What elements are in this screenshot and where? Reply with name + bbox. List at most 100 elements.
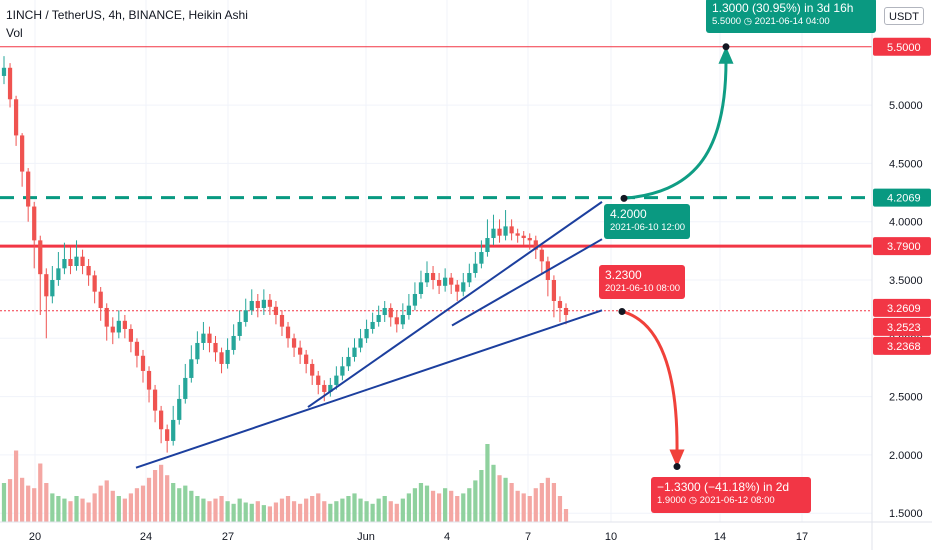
volume-bar [237,498,242,522]
volume-bar [545,477,550,522]
candle-body [183,377,188,399]
candle-body [32,206,37,241]
trendline [451,238,603,327]
candle-body [467,273,472,283]
candle-body [165,429,170,441]
candle-body [50,280,55,297]
up-forecast-arrow [623,60,728,200]
candle-body [213,342,218,353]
volume-bar [261,505,266,522]
price-label-text: 3.2609 [887,303,921,315]
y-tick-label: 1.5000 [889,508,923,520]
candle-body [322,384,327,392]
x-tick-label: 27 [222,531,234,543]
candle-body [297,347,303,355]
entry-price: 4.2000 [610,207,647,221]
candle-body [328,384,333,392]
volume-bar [56,496,61,522]
volume-bar [134,488,140,522]
price-label-text: 4.2069 [887,193,921,205]
candle-body [533,240,538,250]
candle-body [26,171,31,207]
price-label-bg [873,336,931,355]
candle-body [74,256,79,267]
volume-bar [273,502,279,522]
candle-body [430,273,436,280]
volume-bar [400,498,405,522]
x-tick-label: 7 [525,531,531,543]
volume-bar [297,503,303,522]
x-tick-label: Jun [357,531,375,543]
volume-bar [225,501,230,522]
volume-bar [346,496,351,522]
volume-bar [177,488,182,522]
volume-bar [13,450,19,522]
volume-bar [322,501,327,522]
y-tick-label: 2.0000 [889,450,923,462]
candle-body [334,375,339,385]
candle-body [515,233,520,236]
volume-bar [171,483,176,522]
candle-body [201,333,206,343]
price-label-text: 3.2368 [887,341,921,353]
candle-body [406,305,411,315]
candle-body [310,363,315,376]
target-up-point [722,43,730,51]
candle-body [104,307,109,327]
candles [1,56,569,453]
volume-bar [370,503,375,522]
candle-body [80,256,85,267]
volume-bar [539,483,544,522]
gridlines [0,0,872,522]
candle-body [449,277,454,285]
candle-body [424,273,430,283]
volume-bar [461,493,466,522]
candle-body [563,307,569,315]
volume-bar [104,480,109,522]
candle-body [116,320,121,333]
volume-bar [32,488,37,522]
volume-bar [80,498,85,522]
stop-price: 3.2300 [605,268,642,282]
target-up-line1: 1.3000 (30.95%) in 3d 16h [712,1,854,15]
candle-body [443,277,448,286]
y-tick-label: 4.0000 [889,217,923,229]
x-tick-label: 14 [714,531,726,543]
volume-bar [527,496,532,522]
x-tick-label: 20 [29,531,41,543]
price-label-text: 5.5000 [887,42,921,54]
volume-indicator-label[interactable]: Vol [6,26,23,40]
volume-bar [231,503,236,522]
volume-bar [382,496,387,522]
volume-bar [412,488,418,522]
candle-body [128,328,134,342]
price-label-bg [873,298,931,317]
candle-body [473,263,478,274]
price-label-text: 3.7900 [887,241,921,253]
candle-body [134,341,140,356]
candle-body [388,307,393,318]
candle-body [304,354,309,364]
x-tick-label: 17 [796,531,808,543]
candle-body [231,335,236,350]
volume-bar [267,506,273,522]
candle-body [394,317,399,325]
volume-bar [310,496,315,522]
candle-body [376,314,381,322]
volume-bar [358,498,363,522]
volume-bar [503,477,508,522]
volume-bar [26,485,31,522]
volume-bar [515,490,520,522]
candle-body [92,275,97,292]
candle-body [539,249,544,262]
candle-body [285,326,291,339]
target-down-line1: −1.3300 (−41.18%) in 2d [657,480,790,494]
currency-button[interactable]: USDT [884,7,924,25]
volume-bar [394,503,399,522]
volume-bar [219,496,224,522]
volume-bar [249,503,254,522]
stop-callout: 3.2300 2021-06-10 08:00 [599,265,685,299]
